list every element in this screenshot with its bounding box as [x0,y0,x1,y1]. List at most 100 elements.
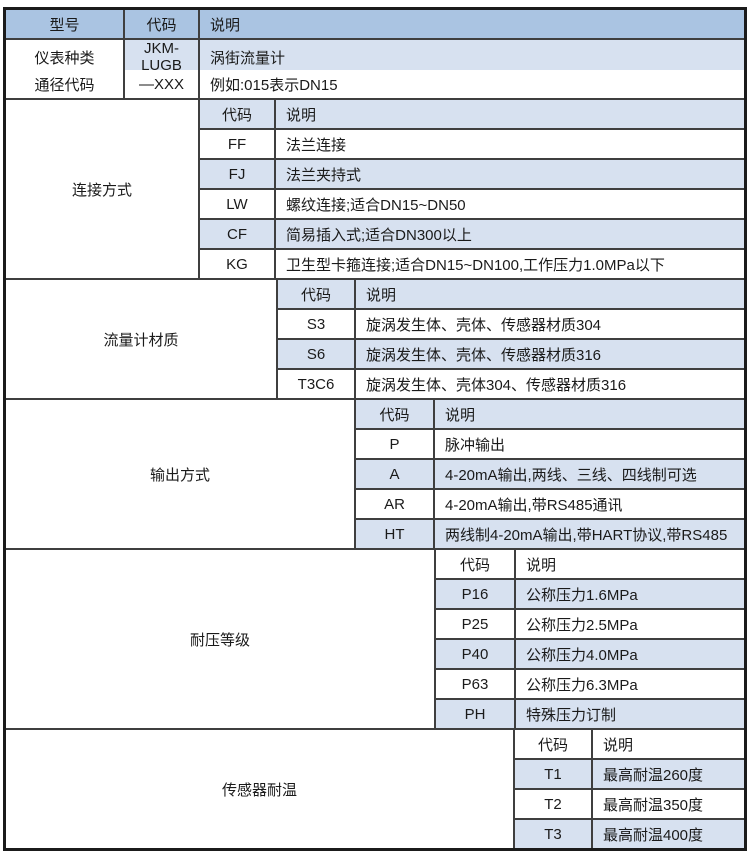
row-code: P16 [436,580,516,608]
section-label: 输出方式 [6,400,356,548]
row-instrument-type: 仪表种类 JKM-LUGB 涡街流量计 [6,40,744,74]
row-code: T2 [515,790,593,818]
table-row: KG 卫生型卡箍连接;适合DN15~DN100,工作压力1.0MPa以下 [200,250,744,278]
row-code: P [356,430,435,458]
table-row: FF 法兰连接 [200,130,744,160]
row-code: T3C6 [278,370,356,398]
section-subtable: 代码 说明 P16 公称压力1.6MPa P25 公称压力2.5MPa P40 … [436,550,744,728]
row-desc: 公称压力2.5MPa [516,610,744,638]
row-desc: 旋涡发生体、壳体、传感器材质316 [356,340,744,368]
section-label: 传感器耐温 [6,730,515,848]
row-desc: 最高耐温400度 [593,820,744,848]
row-desc: 螺纹连接;适合DN15~DN50 [276,190,744,218]
row-diameter-code: 通径代码 —XXX 例如:015表示DN15 [6,70,744,100]
section-label: 耐压等级 [6,550,436,728]
sub-header-desc: 说明 [593,730,744,758]
row-desc: 公称压力6.3MPa [516,670,744,698]
sub-header-desc: 说明 [435,400,744,428]
row-desc: 特殊压力订制 [516,700,744,728]
header-desc: 说明 [200,10,744,38]
row-code: PH [436,700,516,728]
table-row: S6 旋涡发生体、壳体、传感器材质316 [278,340,744,370]
row-desc: 旋涡发生体、壳体、传感器材质304 [356,310,744,338]
row-code: P63 [436,670,516,698]
section-connection-type: 连接方式 代码 说明 FF 法兰连接 FJ 法兰夹持式 LW 螺纹连接;适合DN… [6,100,744,280]
section-label: 连接方式 [6,100,200,278]
section-subtable: 代码 说明 T1 最高耐温260度 T2 最高耐温350度 T3 最高耐温400… [515,730,744,848]
subtable-header: 代码 说明 [515,730,744,760]
row-desc: 法兰夹持式 [276,160,744,188]
table-row: T3C6 旋涡发生体、壳体304、传感器材质316 [278,370,744,398]
subtable-header: 代码 说明 [436,550,744,580]
row-code: JKM-LUGB [125,40,200,74]
section-meter-material: 流量计材质 代码 说明 S3 旋涡发生体、壳体、传感器材质304 S6 旋涡发生… [6,280,744,400]
row-desc: 最高耐温260度 [593,760,744,788]
row-code: FJ [200,160,276,188]
row-code: AR [356,490,435,518]
row-code: S6 [278,340,356,368]
row-desc: 简易插入式;适合DN300以上 [276,220,744,248]
row-desc: 脉冲输出 [435,430,744,458]
table-row: P25 公称压力2.5MPa [436,610,744,640]
row-code: —XXX [125,70,200,98]
row-desc: 旋涡发生体、壳体304、传感器材质316 [356,370,744,398]
subtable-header: 代码 说明 [200,100,744,130]
table-row: P16 公称压力1.6MPa [436,580,744,610]
header-model: 型号 [6,10,125,38]
sub-header-code: 代码 [515,730,593,758]
table-row: LW 螺纹连接;适合DN15~DN50 [200,190,744,220]
row-desc: 两线制4-20mA输出,带HART协议,带RS485 [435,520,744,548]
section-pressure-rating: 耐压等级 代码 说明 P16 公称压力1.6MPa P25 公称压力2.5MPa… [6,550,744,730]
row-code: A [356,460,435,488]
row-code: S3 [278,310,356,338]
row-desc: 涡街流量计 [200,40,744,74]
row-desc: 最高耐温350度 [593,790,744,818]
row-desc: 卫生型卡箍连接;适合DN15~DN100,工作压力1.0MPa以下 [276,250,744,278]
table-row: FJ 法兰夹持式 [200,160,744,190]
header-code: 代码 [125,10,200,38]
sub-header-desc: 说明 [276,100,744,128]
sub-header-code: 代码 [436,550,516,578]
subtable-header: 代码 说明 [278,280,744,310]
sub-header-code: 代码 [278,280,356,308]
table-row: PH 特殊压力订制 [436,700,744,728]
subtable-header: 代码 说明 [356,400,744,430]
row-label: 通径代码 [6,70,125,98]
section-subtable: 代码 说明 S3 旋涡发生体、壳体、传感器材质304 S6 旋涡发生体、壳体、传… [278,280,744,398]
sub-header-desc: 说明 [356,280,744,308]
sub-header-code: 代码 [356,400,435,428]
table-row: T3 最高耐温400度 [515,820,744,848]
row-code: P40 [436,640,516,668]
section-subtable: 代码 说明 P 脉冲输出 A 4-20mA输出,两线、三线、四线制可选 AR 4… [356,400,744,548]
row-desc: 公称压力1.6MPa [516,580,744,608]
section-label: 流量计材质 [6,280,278,398]
row-desc: 法兰连接 [276,130,744,158]
table-row: T2 最高耐温350度 [515,790,744,820]
table-row: P 脉冲输出 [356,430,744,460]
sub-header-code: 代码 [200,100,276,128]
table-row: AR 4-20mA输出,带RS485通讯 [356,490,744,520]
row-desc: 例如:015表示DN15 [200,70,744,98]
table-row: P63 公称压力6.3MPa [436,670,744,700]
table-header-row: 型号 代码 说明 [6,10,744,40]
row-desc: 4-20mA输出,带RS485通讯 [435,490,744,518]
model-selection-table: 型号 代码 说明 仪表种类 JKM-LUGB 涡街流量计 通径代码 —XXX 例… [3,7,747,851]
table-row: T1 最高耐温260度 [515,760,744,790]
row-code: T3 [515,820,593,848]
section-subtable: 代码 说明 FF 法兰连接 FJ 法兰夹持式 LW 螺纹连接;适合DN15~DN… [200,100,744,278]
row-code: LW [200,190,276,218]
table-row: P40 公称压力4.0MPa [436,640,744,670]
row-code: T1 [515,760,593,788]
row-code: HT [356,520,435,548]
row-desc: 公称压力4.0MPa [516,640,744,668]
section-output-mode: 输出方式 代码 说明 P 脉冲输出 A 4-20mA输出,两线、三线、四线制可选… [6,400,744,550]
table-row: S3 旋涡发生体、壳体、传感器材质304 [278,310,744,340]
table-row: A 4-20mA输出,两线、三线、四线制可选 [356,460,744,490]
sub-header-desc: 说明 [516,550,744,578]
row-code: CF [200,220,276,248]
section-sensor-temperature: 传感器耐温 代码 说明 T1 最高耐温260度 T2 最高耐温350度 T3 最… [6,730,744,848]
row-code: P25 [436,610,516,638]
row-label: 仪表种类 [6,40,125,74]
table-row: CF 简易插入式;适合DN300以上 [200,220,744,250]
table-row: HT 两线制4-20mA输出,带HART协议,带RS485 [356,520,744,548]
